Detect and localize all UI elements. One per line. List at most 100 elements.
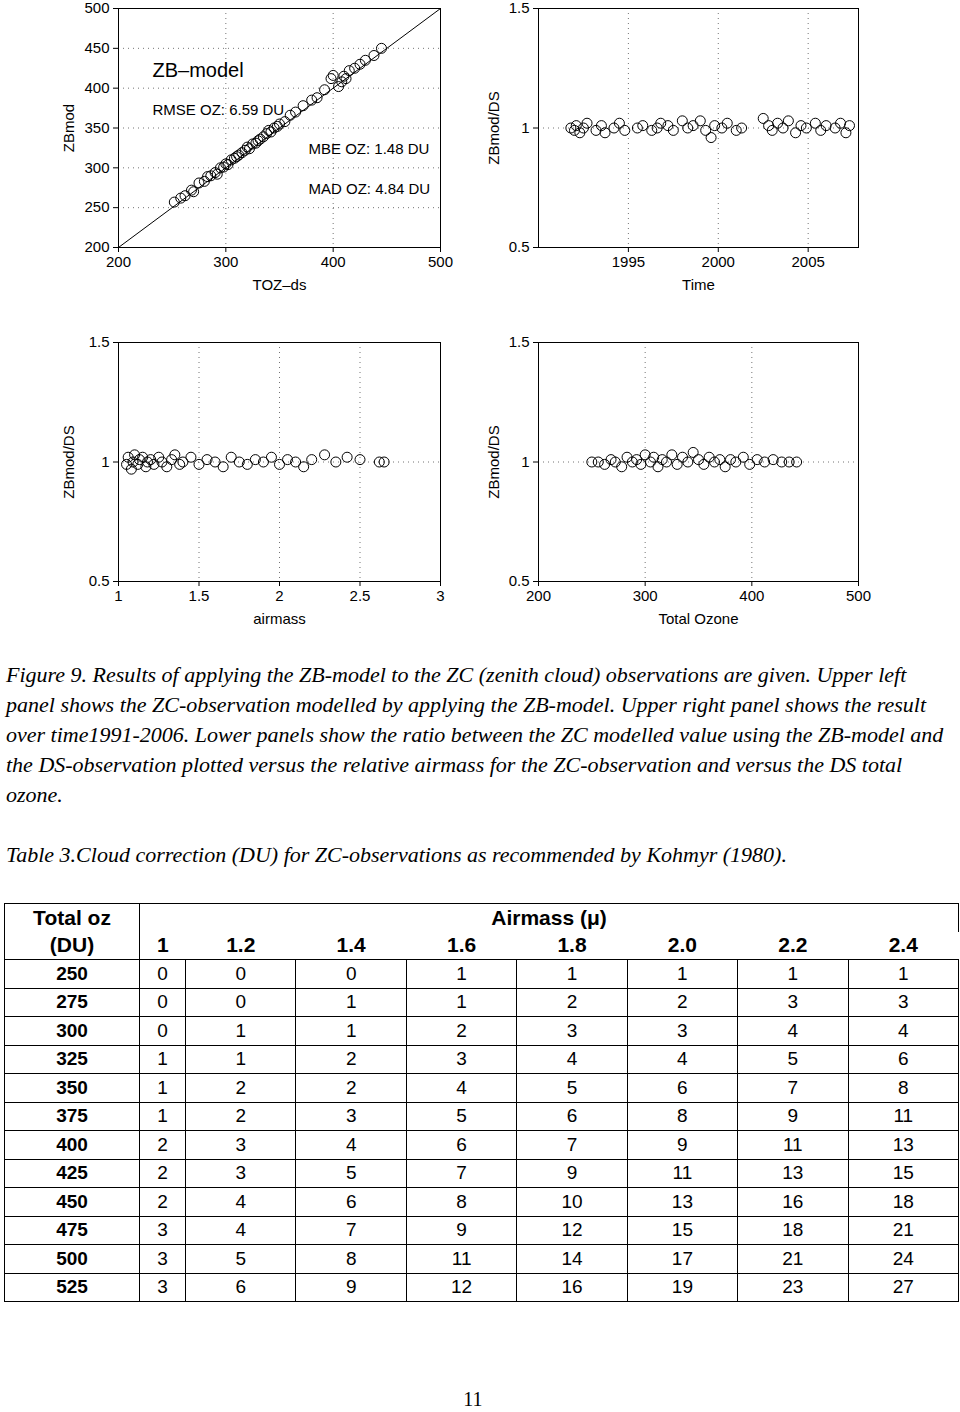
svg-text:0.5: 0.5 — [89, 572, 110, 589]
html-text:1: 1 — [345, 991, 357, 1013]
svg-text:300: 300 — [213, 253, 238, 270]
html-text:1.2: 1.2 — [226, 933, 256, 957]
html-text:525: 525 — [56, 1276, 88, 1298]
html-text:2.2: 2.2 — [778, 933, 808, 957]
html-text:13: 13 — [782, 1162, 804, 1184]
html-text:250: 250 — [56, 962, 88, 984]
html-text:450: 450 — [56, 1190, 88, 1212]
html-text:2.4: 2.4 — [888, 933, 918, 957]
svg-text:ZB–model: ZB–model — [153, 59, 244, 81]
svg-text:200: 200 — [84, 238, 110, 256]
html-text:1.8: 1.8 — [557, 933, 587, 957]
html-text:19: 19 — [671, 1276, 693, 1298]
svg-text:2000: 2000 — [702, 253, 735, 270]
html-text:300: 300 — [56, 1019, 88, 1041]
svg-text:MBE OZ: 1.48 DU: MBE OZ: 1.48 DU — [309, 140, 430, 157]
svg-text:250: 250 — [84, 198, 109, 215]
html-text:16: 16 — [782, 1190, 804, 1212]
html-text:23: 23 — [782, 1276, 804, 1298]
html-text:325: 325 — [56, 1048, 88, 1070]
html-text:15: 15 — [671, 1219, 693, 1241]
html-text:475: 475 — [56, 1219, 88, 1241]
html-text:1.6: 1.6 — [447, 933, 477, 957]
html-text:Figure 9. Results of applying: Figure 9. Results of applying the ZB-mod… — [6, 662, 944, 807]
svg-text:0.5: 0.5 — [508, 572, 530, 590]
svg-text:400: 400 — [739, 587, 764, 604]
html-text:11: 11 — [893, 1105, 914, 1127]
svg-text:ZBmod: ZBmod — [60, 104, 77, 152]
svg-text:ZBmod/DS: ZBmod/DS — [485, 91, 502, 164]
html-text:13: 13 — [671, 1190, 693, 1212]
svg-text:500: 500 — [84, 0, 109, 16]
svg-text:200: 200 — [526, 587, 551, 604]
html-text:11: 11 — [451, 1247, 472, 1269]
svg-text:450: 450 — [84, 39, 109, 56]
html-text:14: 14 — [561, 1247, 583, 1269]
html-text:11: 11 — [463, 1388, 483, 1410]
svg-text:300: 300 — [633, 587, 658, 604]
svg-text:200: 200 — [106, 253, 131, 270]
html-text:17: 17 — [671, 1247, 693, 1269]
svg-text:1.5: 1.5 — [509, 333, 530, 350]
html-text:10: 10 — [561, 1190, 583, 1212]
svg-text:2005: 2005 — [791, 253, 824, 270]
html-text:375: 375 — [56, 1105, 88, 1127]
svg-text:airmass: airmass — [253, 610, 306, 627]
html-text:11: 11 — [782, 1133, 803, 1155]
svg-text:Time: Time — [682, 276, 715, 293]
svg-text:3: 3 — [436, 587, 444, 604]
svg-text:2: 2 — [275, 587, 283, 604]
html-text:Table 3.Cloud correction (DU): Table 3.Cloud correction (DU) for ZC-obs… — [6, 842, 787, 867]
html-text:1: 1 — [787, 962, 799, 984]
html-text:16: 16 — [561, 1276, 583, 1298]
svg-text:1: 1 — [521, 453, 529, 470]
svg-text:1: 1 — [101, 453, 109, 470]
html-text:12: 12 — [561, 1219, 583, 1241]
html-text:(DU): (DU) — [49, 933, 95, 957]
html-text:0: 0 — [235, 991, 247, 1013]
svg-text:RMSE OZ: 6.59 DU: RMSE OZ: 6.59 DU — [153, 101, 285, 118]
svg-text:1995: 1995 — [612, 253, 645, 270]
html-text:400: 400 — [56, 1133, 88, 1155]
svg-text:ZBmod/DS: ZBmod/DS — [60, 425, 77, 498]
html-text:0: 0 — [235, 962, 247, 984]
svg-text:1: 1 — [521, 119, 529, 136]
html-text:1: 1 — [156, 933, 169, 957]
svg-text:350: 350 — [84, 119, 109, 136]
svg-text:500: 500 — [428, 253, 453, 270]
html-text:425: 425 — [56, 1162, 88, 1184]
html-text:24: 24 — [892, 1247, 914, 1269]
html-text:275: 275 — [56, 991, 88, 1013]
html-text:Airmass (μ): Airmass (μ) — [491, 905, 607, 929]
html-text:11: 11 — [672, 1162, 693, 1184]
html-text:0: 0 — [345, 962, 357, 984]
html-text:27: 27 — [892, 1276, 914, 1298]
svg-text:2.5: 2.5 — [350, 587, 371, 604]
svg-text:1.5: 1.5 — [509, 0, 530, 16]
svg-text:400: 400 — [84, 79, 109, 96]
svg-text:1.5: 1.5 — [189, 587, 210, 604]
html-text:500: 500 — [56, 1247, 88, 1269]
html-text:350: 350 — [56, 1076, 88, 1098]
html-text:12: 12 — [451, 1276, 473, 1298]
html-text:18: 18 — [892, 1190, 914, 1212]
html-text:1: 1 — [566, 962, 578, 984]
html-text:13: 13 — [892, 1133, 914, 1155]
html-text:18: 18 — [782, 1219, 804, 1241]
svg-text:1.5: 1.5 — [89, 333, 110, 350]
html-text:15: 15 — [892, 1162, 914, 1184]
svg-text:MAD OZ: 4.84 DU: MAD OZ: 4.84 DU — [309, 180, 431, 197]
svg-text:300: 300 — [84, 159, 109, 176]
svg-text:500: 500 — [846, 587, 871, 604]
html-text:2.0: 2.0 — [667, 933, 697, 957]
html-text:1.4: 1.4 — [336, 933, 366, 957]
html-text:21: 21 — [892, 1219, 914, 1241]
svg-text:ZBmod/DS: ZBmod/DS — [485, 425, 502, 498]
svg-text:Total Ozone: Total Ozone — [658, 610, 738, 627]
svg-text:1: 1 — [114, 587, 122, 604]
svg-text:TOZ–ds: TOZ–ds — [253, 276, 307, 293]
html-text:Total oz: Total oz — [33, 905, 111, 929]
html-text:21: 21 — [782, 1247, 804, 1269]
svg-text:400: 400 — [321, 253, 346, 270]
svg-text:0.5: 0.5 — [509, 238, 530, 255]
